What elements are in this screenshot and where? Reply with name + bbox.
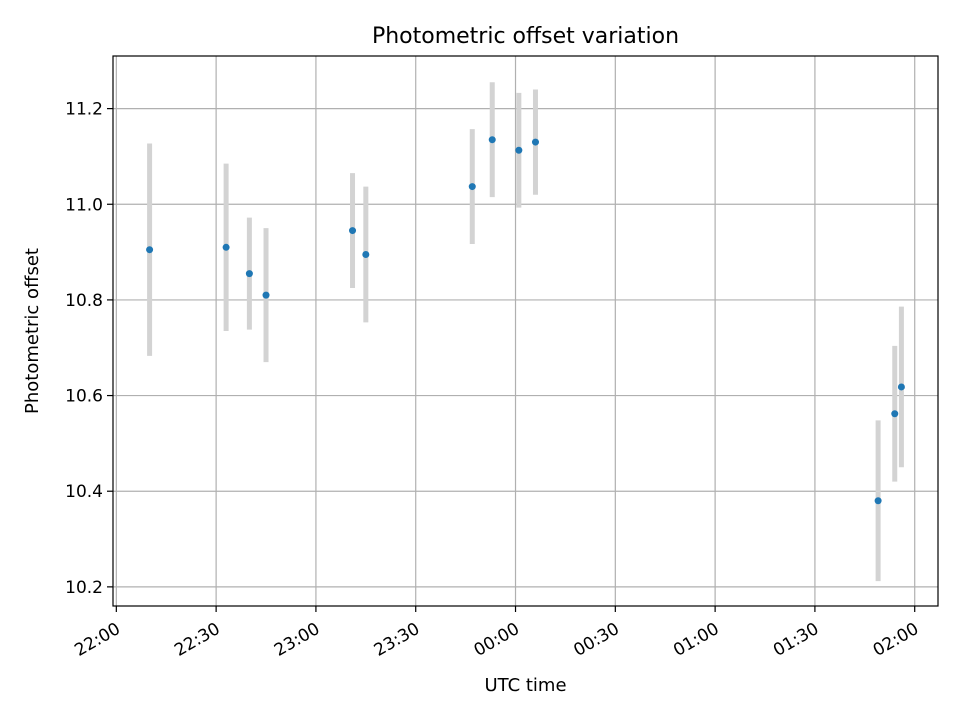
x-tick-label: 23:30	[371, 619, 423, 661]
data-point	[891, 410, 899, 418]
data-point	[874, 497, 882, 505]
x-tick-label: 00:00	[471, 619, 523, 661]
data-point	[349, 227, 357, 235]
data-point	[222, 243, 230, 251]
data-point	[488, 136, 496, 144]
data-point	[245, 270, 253, 278]
data-point	[531, 138, 539, 146]
x-tick-label: 22:00	[71, 619, 123, 661]
data-point	[146, 246, 154, 254]
x-tick-label: 01:30	[770, 619, 822, 661]
data-point	[262, 291, 270, 299]
x-tick-label: 23:00	[271, 619, 323, 661]
data-point	[515, 146, 523, 154]
data-point	[897, 383, 905, 391]
plot-frame	[112, 55, 939, 607]
y-tick-label: 10.8	[65, 291, 103, 311]
chart-title: Photometric offset variation	[372, 24, 679, 49]
y-tick-label: 10.6	[65, 387, 103, 407]
x-tick-label: 01:00	[670, 619, 722, 661]
y-axis-label: Photometric offset	[22, 248, 43, 414]
y-tick-label: 10.2	[65, 578, 103, 598]
data-point	[468, 183, 476, 191]
data-point	[362, 250, 370, 258]
x-axis-label: UTC time	[484, 675, 566, 696]
y-tick-label: 11.2	[65, 100, 103, 120]
error-bars	[147, 82, 904, 582]
data-points	[146, 136, 905, 505]
x-tick-label: 02:00	[870, 619, 922, 661]
y-tick-label: 11.0	[65, 195, 103, 215]
grid-lines	[113, 56, 938, 606]
x-tick-label: 22:30	[171, 619, 223, 661]
y-tick-label: 10.4	[65, 482, 103, 502]
x-tick-label: 00:30	[570, 619, 622, 661]
